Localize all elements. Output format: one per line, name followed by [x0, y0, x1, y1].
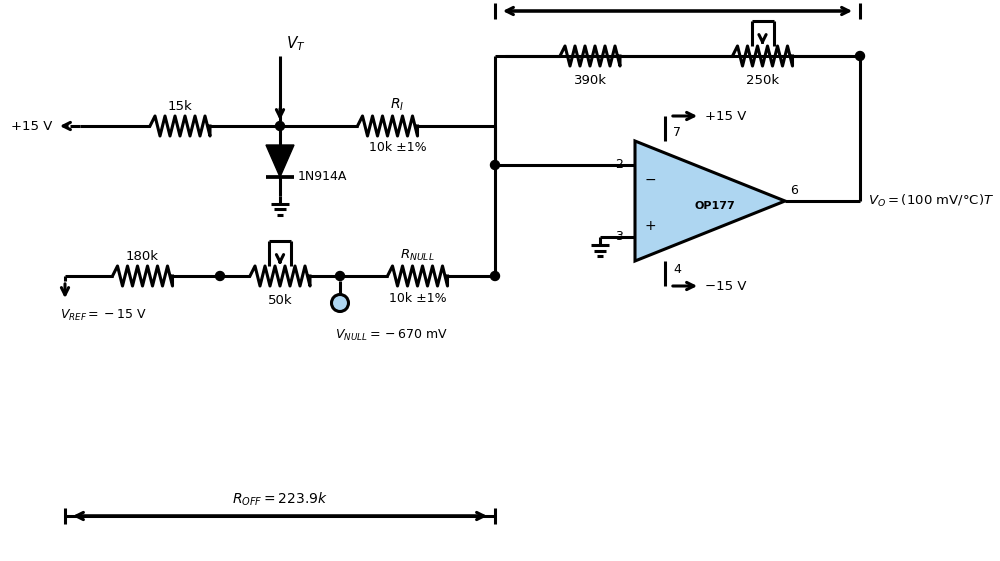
Text: $-$: $-$ [644, 172, 656, 186]
Text: +15 V: +15 V [705, 109, 746, 122]
Text: $+$: $+$ [644, 219, 656, 233]
Circle shape [276, 122, 285, 131]
Text: 2: 2 [615, 159, 623, 172]
Text: 1N914A: 1N914A [298, 169, 347, 182]
Circle shape [490, 272, 500, 280]
Circle shape [332, 295, 349, 311]
Text: 50k: 50k [268, 294, 292, 307]
Polygon shape [266, 145, 294, 177]
Circle shape [856, 52, 864, 61]
Text: $R_{OFF} = 223.9k$: $R_{OFF} = 223.9k$ [232, 491, 328, 508]
Text: 180k: 180k [126, 250, 159, 263]
Text: 15k: 15k [168, 100, 192, 113]
Text: −15 V: −15 V [705, 279, 746, 292]
Text: $V_{NULL} = -670\ \mathrm{mV}$: $V_{NULL} = -670\ \mathrm{mV}$ [335, 328, 448, 343]
Text: $V_{REF} = -15\ \mathrm{V}$: $V_{REF} = -15\ \mathrm{V}$ [60, 308, 147, 323]
Text: +15 V: +15 V [11, 119, 52, 132]
Text: 10k ±1%: 10k ±1% [369, 141, 426, 154]
Circle shape [336, 272, 344, 280]
Text: $V_T$: $V_T$ [286, 34, 306, 53]
Text: 250k: 250k [746, 74, 779, 87]
Text: OP177: OP177 [695, 201, 735, 211]
Text: 7: 7 [673, 126, 681, 139]
Polygon shape [635, 141, 785, 261]
Circle shape [490, 160, 500, 169]
Text: 6: 6 [790, 184, 798, 197]
Text: $R_{NULL}$: $R_{NULL}$ [400, 248, 435, 263]
Text: 3: 3 [615, 231, 623, 243]
Text: $R_F = 500k$: $R_F = 500k$ [643, 0, 712, 3]
Text: 4: 4 [673, 263, 681, 276]
Text: $R_I$: $R_I$ [390, 96, 405, 113]
Text: 390k: 390k [574, 74, 606, 87]
Text: 10k ±1%: 10k ±1% [389, 292, 446, 305]
Text: $V_O = (100\ \mathrm{mV/°C})T$: $V_O = (100\ \mathrm{mV/°C})T$ [868, 193, 994, 209]
Circle shape [216, 272, 224, 280]
